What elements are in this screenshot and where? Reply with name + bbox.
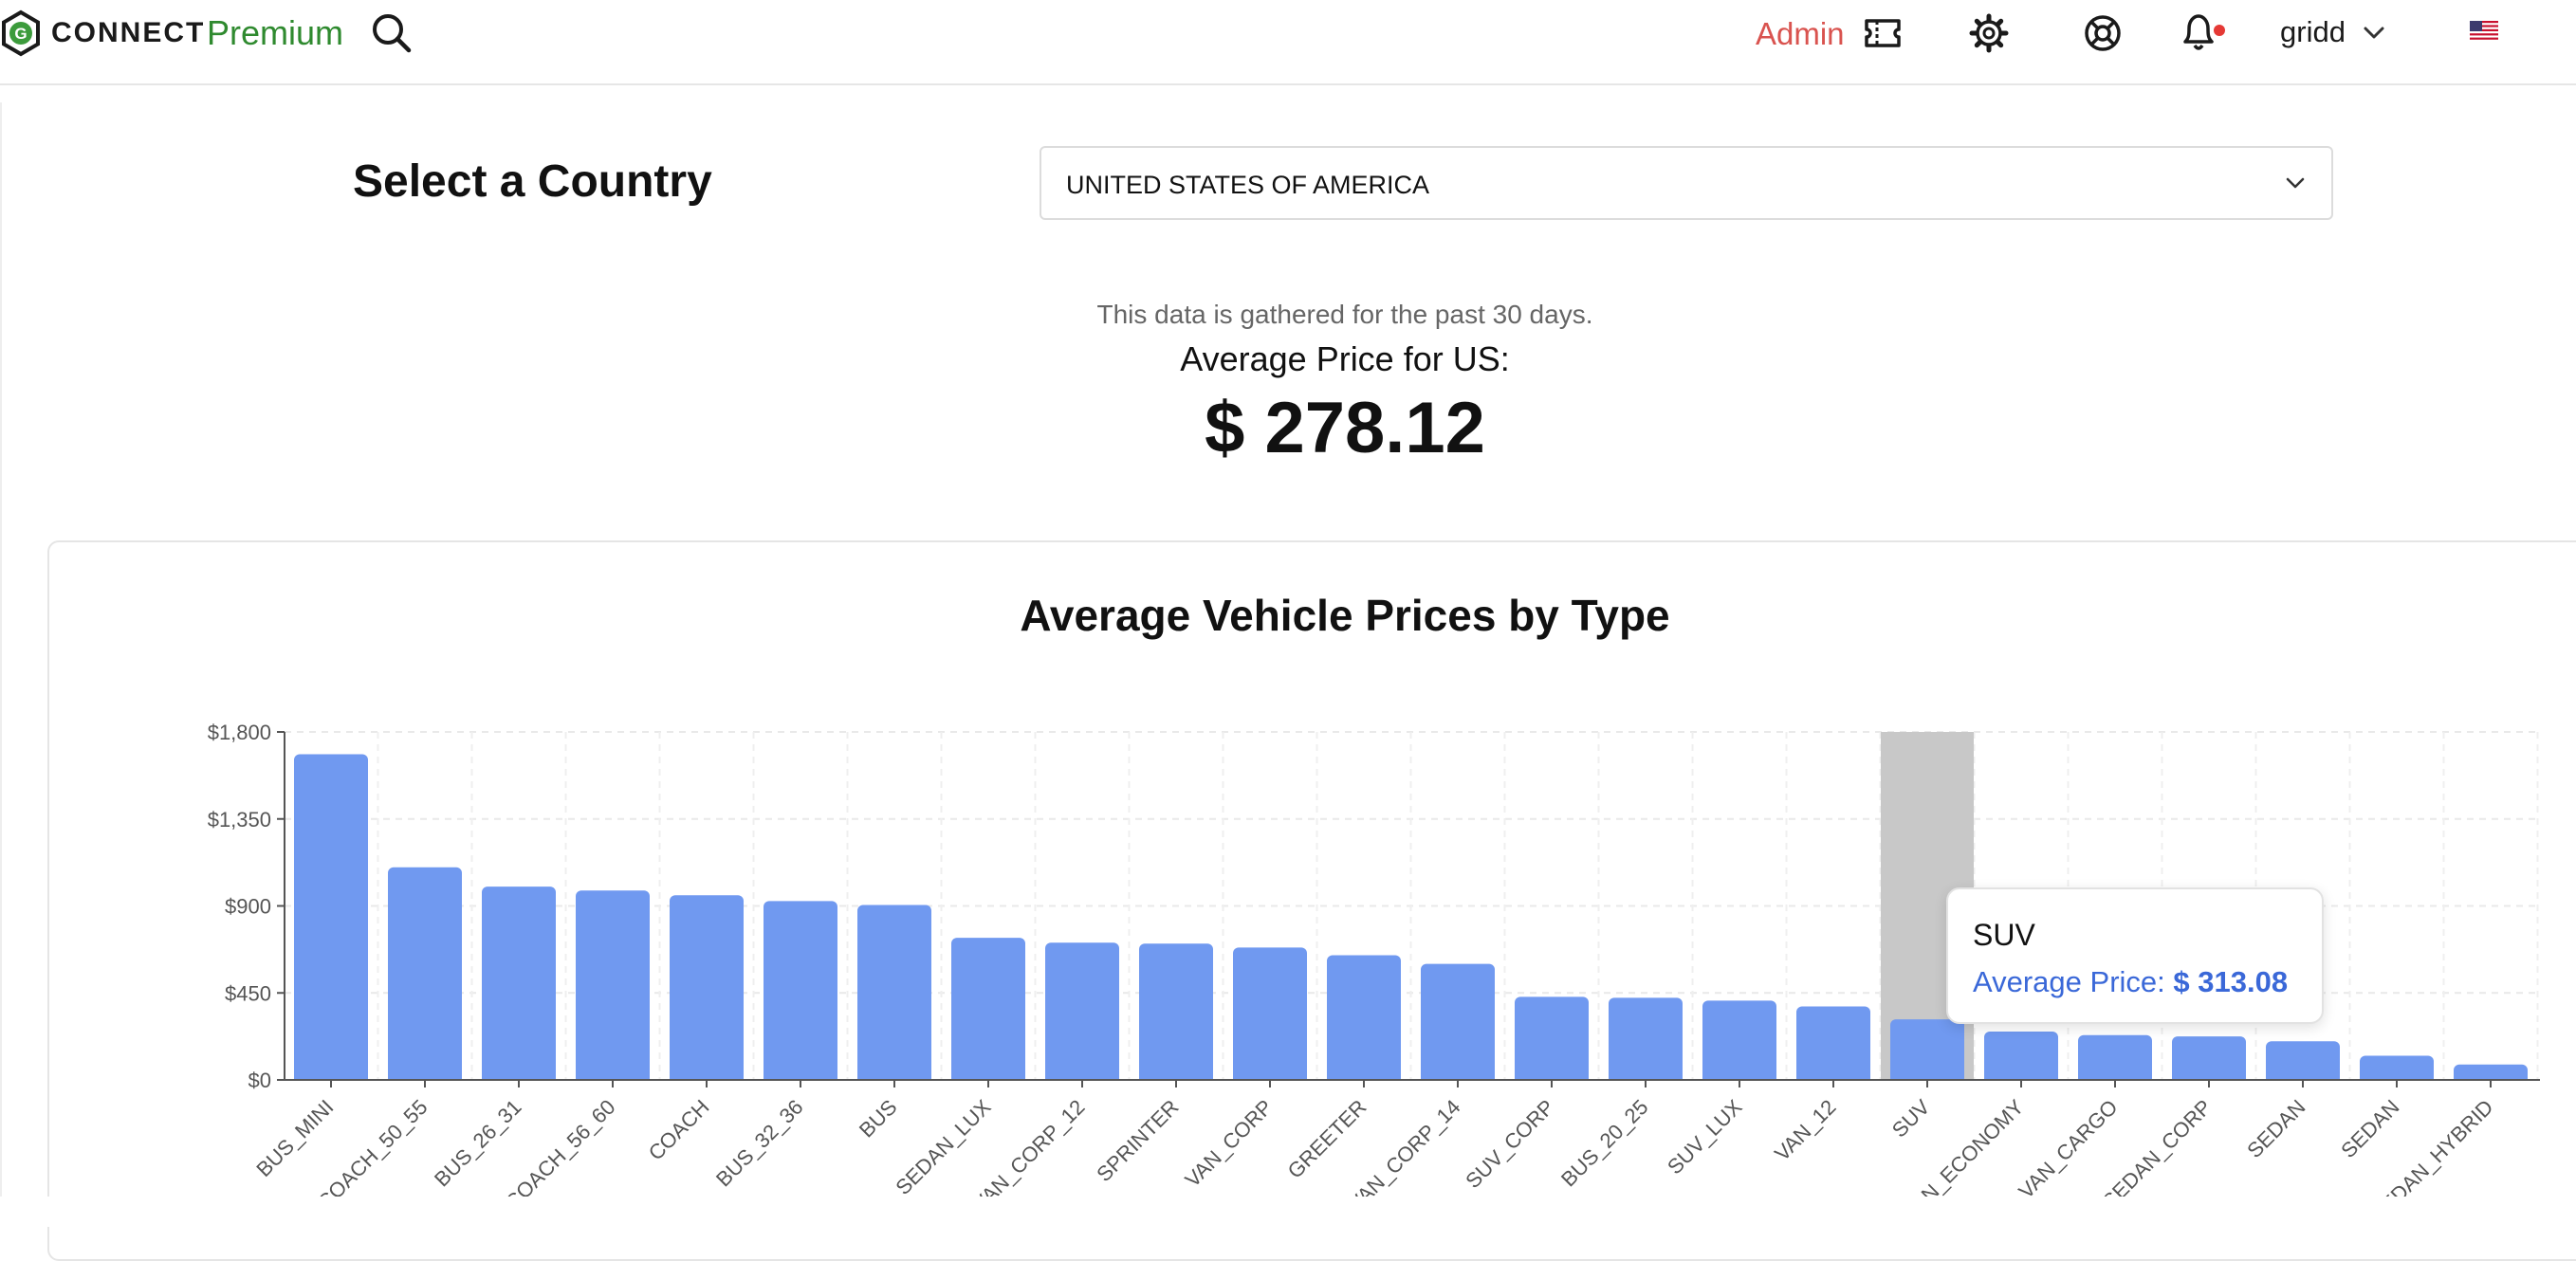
tooltip-line: Average Price: $ 313.08 bbox=[1973, 965, 2288, 999]
ticket-icon[interactable] bbox=[1863, 15, 1903, 51]
x-tick-label: VAN_CORP bbox=[1180, 1095, 1277, 1192]
admin-link[interactable]: Admin bbox=[1756, 16, 1845, 51]
bar-base bbox=[2360, 1072, 2434, 1080]
bar-coach bbox=[670, 895, 744, 1080]
x-tick-label: SEDAN_LUX bbox=[891, 1095, 995, 1199]
bar-base bbox=[1702, 1072, 1776, 1080]
x-tick-label: BUS_MINI bbox=[251, 1095, 338, 1181]
chevron-down-icon[interactable] bbox=[2362, 23, 2386, 42]
x-tick-label: SEDAN bbox=[2242, 1095, 2309, 1162]
bar-sedan-lux bbox=[951, 938, 1025, 1080]
bar-base bbox=[2454, 1072, 2528, 1080]
brand-name: CONNECT bbox=[51, 17, 206, 48]
help-icon[interactable] bbox=[2083, 13, 2123, 53]
chart-tooltip: SUV Average Price: $ 313.08 bbox=[1946, 887, 2324, 1024]
y-tick-label: $450 bbox=[225, 981, 271, 1005]
bar-base bbox=[388, 1072, 462, 1080]
bar-base bbox=[1327, 1072, 1401, 1080]
bar-van-corp bbox=[1233, 947, 1307, 1080]
bar-van-cargo bbox=[2078, 1034, 2152, 1080]
average-price-label: Average Price for US: bbox=[1180, 339, 1510, 378]
x-tick-label: GREETER bbox=[1283, 1095, 1371, 1183]
bar-coach-56-60 bbox=[576, 890, 650, 1080]
premium-tier-label: Premium bbox=[207, 13, 344, 52]
bar-bus bbox=[857, 905, 931, 1080]
search-icon[interactable] bbox=[370, 11, 414, 55]
top-navigation-bar: G CONNECT Premium Admin gridd bbox=[0, 0, 2576, 85]
chart-title: Average Vehicle Prices by Type bbox=[1020, 591, 1670, 640]
bar-greeter bbox=[1327, 955, 1401, 1080]
bar-base bbox=[1984, 1072, 2058, 1080]
bar-base bbox=[1890, 1072, 1964, 1080]
bar-base bbox=[294, 1072, 368, 1080]
bar-van-corp-12 bbox=[1045, 942, 1119, 1080]
bar-base bbox=[1233, 1072, 1307, 1080]
svg-text:G: G bbox=[14, 25, 27, 43]
bar-base bbox=[1609, 1072, 1683, 1080]
bar-sedan-corp bbox=[2172, 1036, 2246, 1080]
bar-van-corp-14 bbox=[1421, 963, 1495, 1080]
bar-base bbox=[764, 1072, 837, 1080]
us-flag-icon[interactable] bbox=[2470, 21, 2498, 42]
x-tick-label: COACH bbox=[644, 1095, 714, 1165]
x-tick-label: BUS_20_25 bbox=[1556, 1095, 1653, 1192]
bar-sprinter bbox=[1139, 943, 1213, 1080]
bar-base bbox=[576, 1072, 650, 1080]
bar-coach-50-55 bbox=[388, 867, 462, 1080]
bar-base bbox=[1045, 1072, 1119, 1080]
average-price-value: $ 278.12 bbox=[1205, 388, 1485, 468]
country-select-label: Select a Country bbox=[353, 156, 712, 207]
country-select-value: UNITED STATES OF AMERICA bbox=[1066, 171, 1430, 199]
bar-base bbox=[2078, 1072, 2152, 1080]
x-tick-label: BUS_32_36 bbox=[711, 1095, 808, 1192]
x-tick-label: SUV bbox=[1887, 1095, 1935, 1142]
bar-van-economy bbox=[1984, 1032, 2058, 1080]
x-tick-label: SPRINTER bbox=[1092, 1095, 1183, 1186]
tooltip-value: $ 313.08 bbox=[2173, 965, 2289, 998]
bar-bus-mini bbox=[294, 754, 368, 1080]
bell-icon[interactable] bbox=[2178, 11, 2227, 55]
bar-chart: $0$450$900$1,350$1,800BUS_MINICOACH_50_5… bbox=[0, 721, 2576, 1227]
bar-base bbox=[857, 1072, 931, 1080]
bar-base bbox=[670, 1072, 744, 1080]
x-tick-label: BUS_26_31 bbox=[430, 1095, 526, 1192]
y-tick-label: $1,350 bbox=[208, 808, 271, 832]
x-tick-label: SUV_CORP bbox=[1461, 1095, 1558, 1193]
x-tick-label: VAN_12 bbox=[1770, 1095, 1840, 1165]
data-range-note: This data is gathered for the past 30 da… bbox=[1096, 300, 1593, 329]
gear-icon[interactable] bbox=[1969, 13, 2009, 53]
user-menu[interactable]: gridd bbox=[2280, 15, 2346, 48]
tooltip-title: SUV bbox=[1973, 918, 2035, 952]
y-tick-label: $0 bbox=[248, 1069, 271, 1092]
x-tick-label: SUV_LUX bbox=[1663, 1095, 1747, 1179]
bar-base bbox=[2266, 1072, 2340, 1080]
bar-sedan bbox=[2266, 1041, 2340, 1080]
tooltip-label: Average Price: bbox=[1973, 965, 2165, 998]
y-tick-label: $900 bbox=[225, 895, 271, 919]
page-left-border bbox=[0, 102, 2, 1227]
notification-dot bbox=[2214, 25, 2225, 36]
country-select[interactable]: UNITED STATES OF AMERICA bbox=[1040, 146, 2333, 220]
bar-bus-26-31 bbox=[482, 886, 556, 1080]
bar-bus-32-36 bbox=[764, 901, 837, 1080]
bar-base bbox=[482, 1072, 556, 1080]
logo-icon[interactable]: G bbox=[0, 9, 42, 57]
bar-base bbox=[1421, 1072, 1495, 1080]
bar-base bbox=[1515, 1072, 1589, 1080]
bar-van-12 bbox=[1796, 1006, 1870, 1080]
y-tick-label: $1,800 bbox=[208, 721, 271, 744]
bar-bus-20-25 bbox=[1609, 997, 1683, 1080]
bar-suv-lux bbox=[1702, 1000, 1776, 1080]
x-tick-label: BUS bbox=[855, 1095, 902, 1142]
bottom-mask bbox=[0, 1197, 2576, 1227]
bar-base bbox=[1796, 1072, 1870, 1080]
bar-suv bbox=[1890, 1019, 1964, 1080]
bar-base bbox=[1139, 1072, 1213, 1080]
bar-base bbox=[2172, 1072, 2246, 1080]
bar-base bbox=[951, 1072, 1025, 1080]
bar-suv-corp bbox=[1515, 996, 1589, 1080]
chevron-down-icon[interactable] bbox=[2284, 174, 2307, 192]
x-tick-label: SEDAN bbox=[2336, 1095, 2403, 1162]
